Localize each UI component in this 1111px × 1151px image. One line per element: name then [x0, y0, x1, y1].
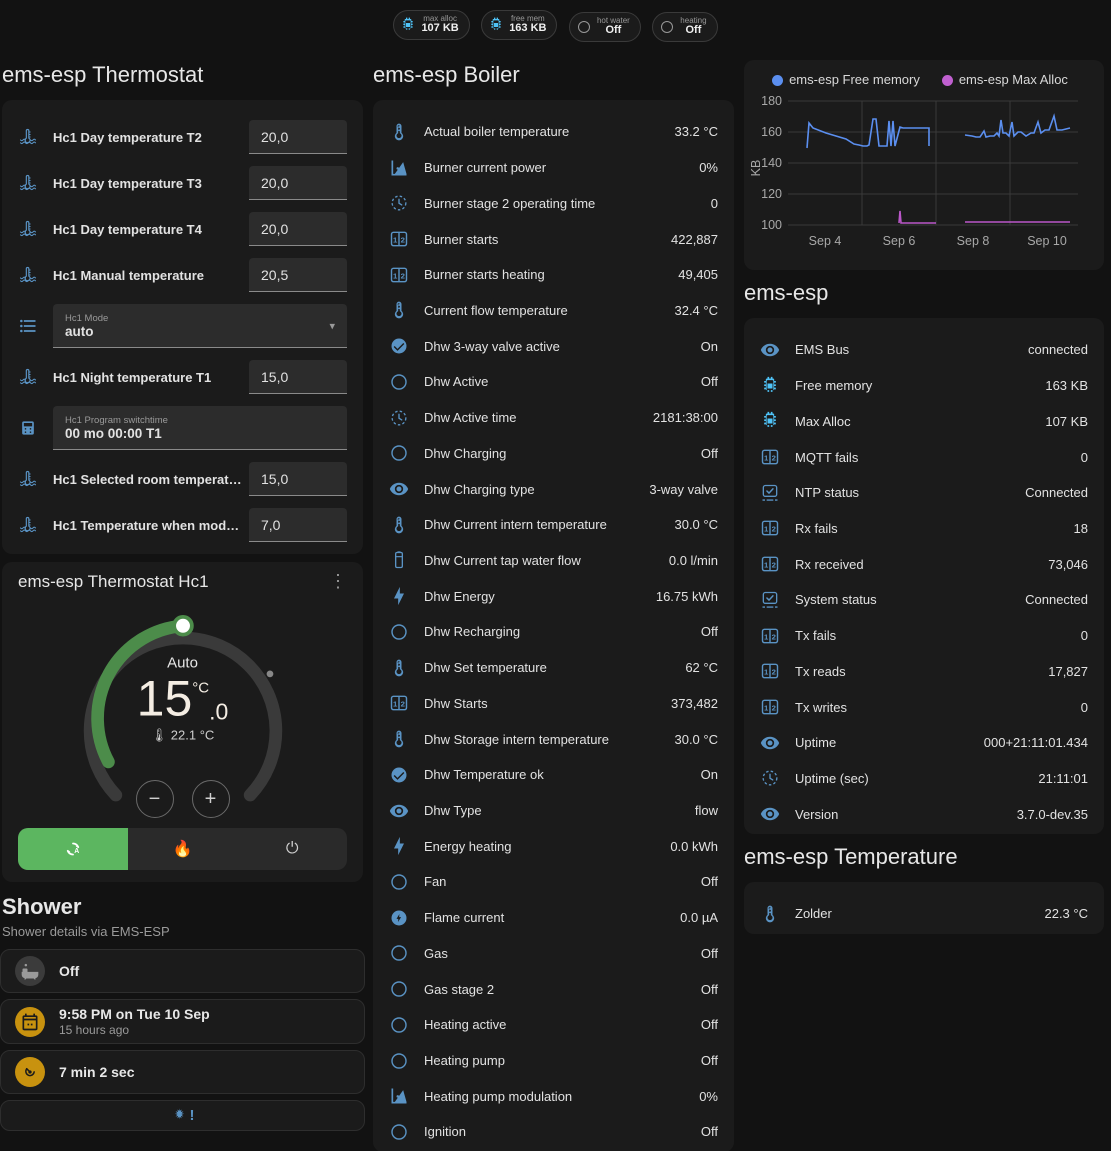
svg-text:1: 1	[764, 704, 769, 713]
svg-text:2: 2	[772, 561, 776, 570]
svg-text:1: 1	[764, 561, 769, 570]
svg-text:Sep 8: Sep 8	[957, 234, 990, 248]
svg-text:1: 1	[764, 454, 769, 463]
svg-text:2: 2	[401, 271, 405, 280]
svg-text:1: 1	[764, 668, 769, 677]
svg-text:A: A	[74, 848, 79, 855]
svg-text:2: 2	[772, 668, 776, 677]
svg-text:2: 2	[772, 704, 776, 713]
svg-text:120: 120	[761, 187, 782, 201]
svg-text:140: 140	[761, 156, 782, 170]
svg-text:1: 1	[393, 236, 398, 245]
svg-text:1: 1	[764, 632, 769, 641]
svg-text:Sep 4: Sep 4	[809, 234, 842, 248]
svg-text:160: 160	[761, 125, 782, 139]
svg-text:2: 2	[401, 700, 405, 709]
svg-text:1: 1	[393, 271, 398, 280]
svg-text:KB: KB	[750, 160, 763, 177]
svg-text:Sep 10: Sep 10	[1027, 234, 1067, 248]
svg-text:2: 2	[772, 632, 776, 641]
svg-text:2: 2	[401, 236, 405, 245]
svg-text:Sep 6: Sep 6	[883, 234, 916, 248]
svg-text:180: 180	[761, 94, 782, 108]
svg-text:2: 2	[772, 525, 776, 534]
svg-text:1: 1	[393, 700, 398, 709]
svg-text:100: 100	[761, 218, 782, 232]
svg-text:1: 1	[764, 525, 769, 534]
svg-text:2: 2	[772, 454, 776, 463]
